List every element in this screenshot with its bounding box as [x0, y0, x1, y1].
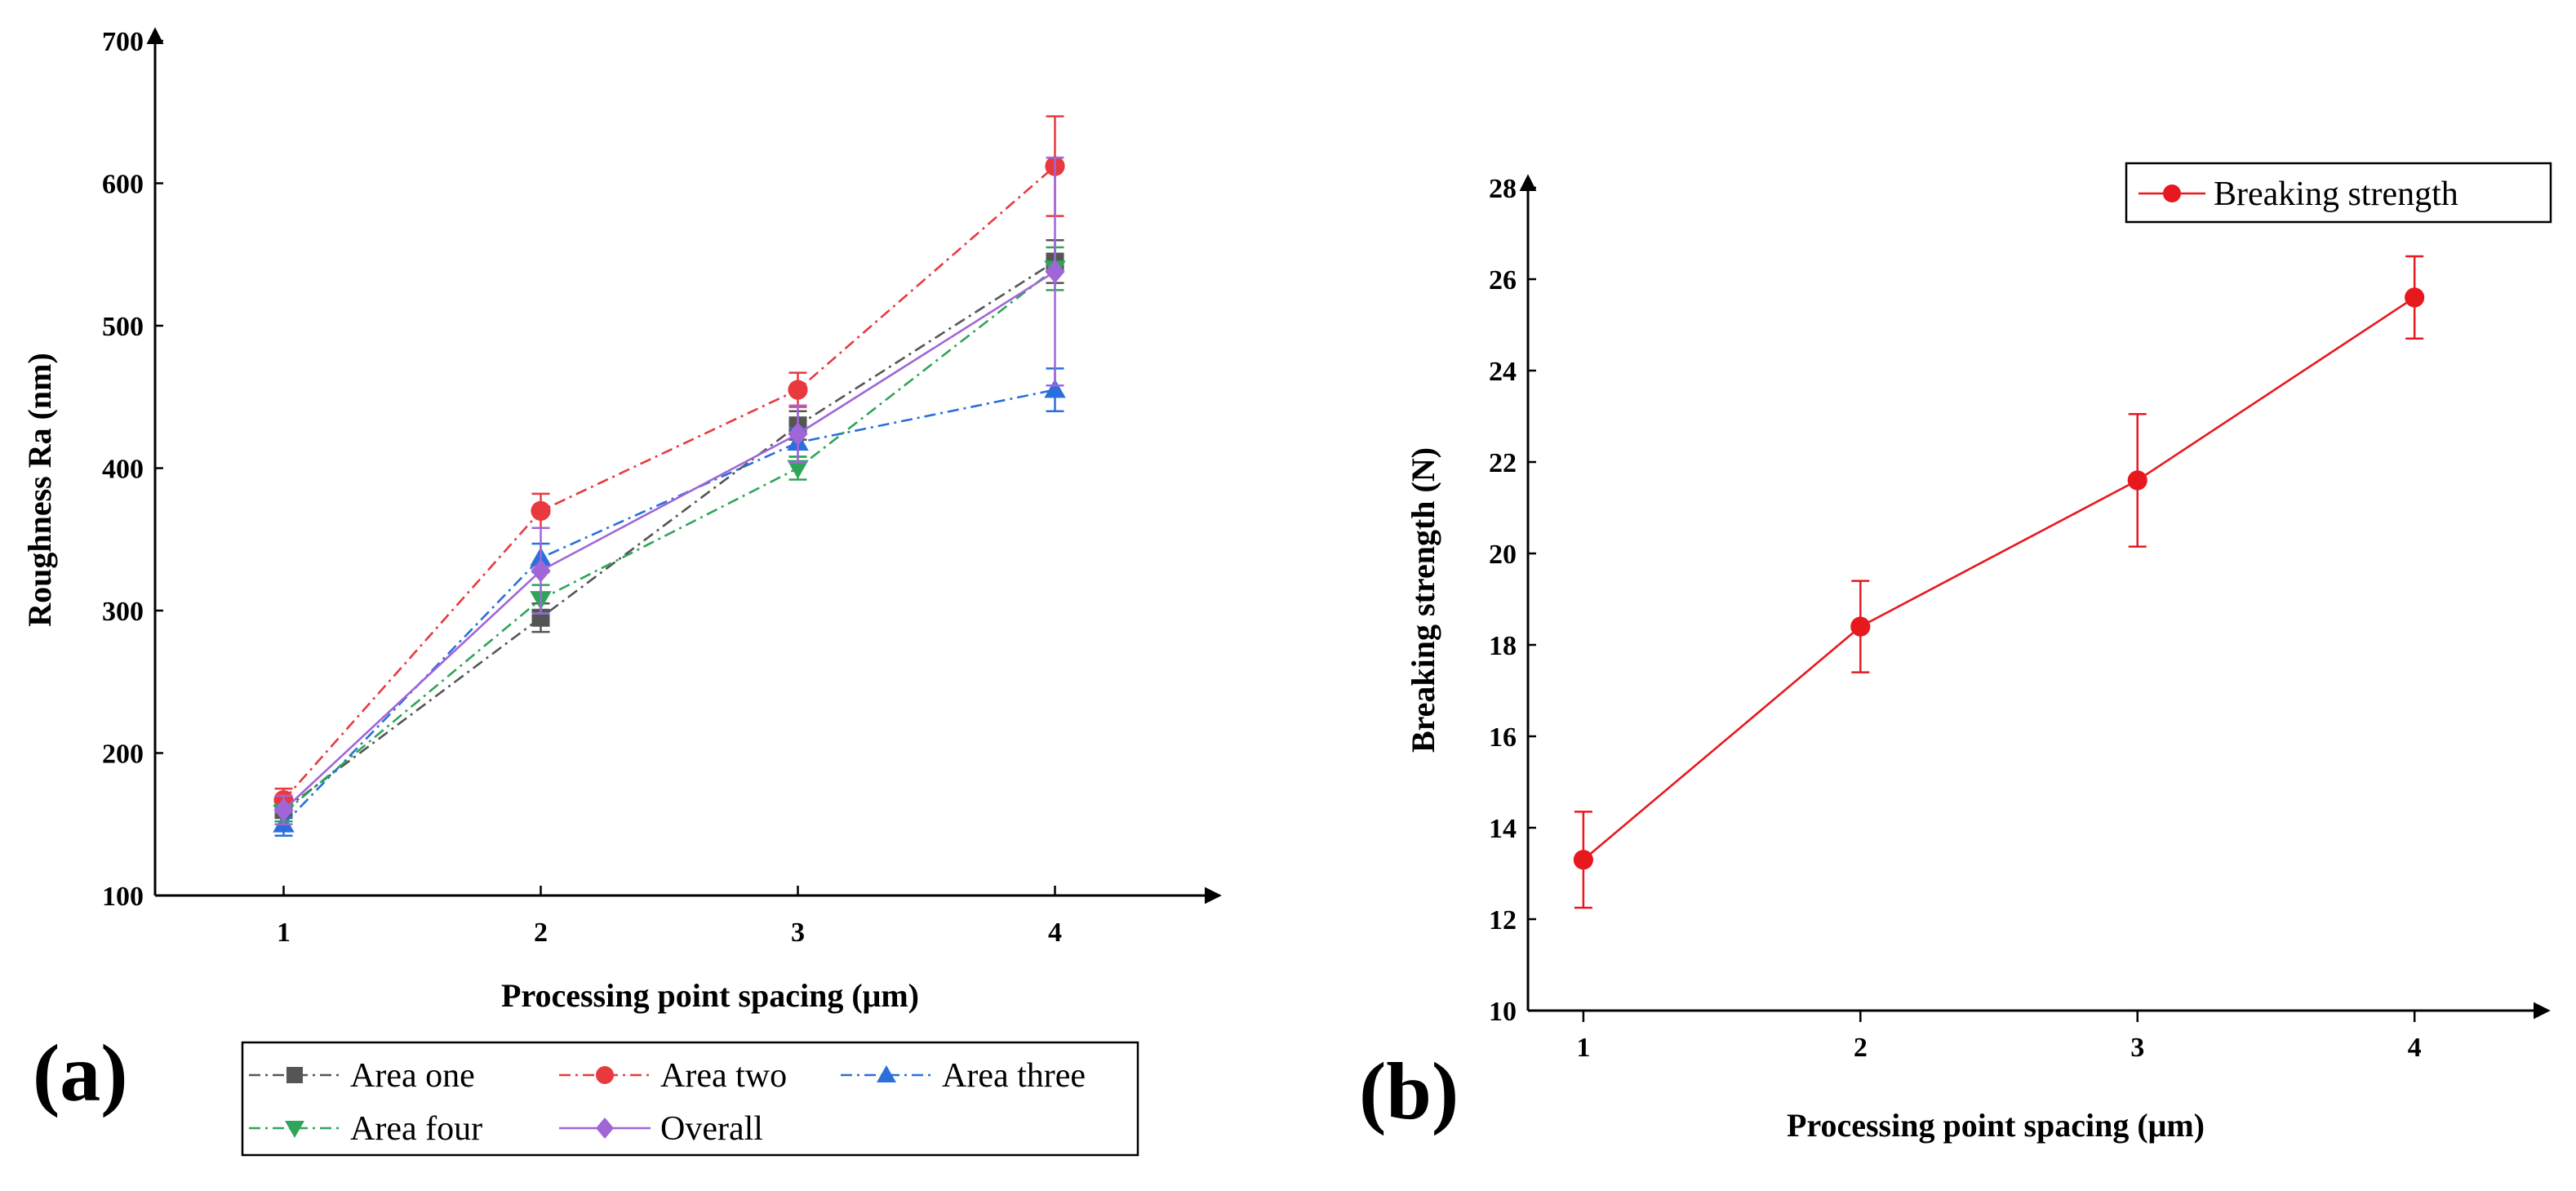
chart-b-y-tick-label: 16 — [1489, 722, 1517, 753]
legend-label: Area three — [942, 1057, 1086, 1095]
chart-b-data-point — [2405, 287, 2425, 308]
chart-a-y-tick-label: 300 — [102, 597, 144, 627]
chart-a-series-line — [282, 165, 1056, 801]
chart-b-data-point — [1573, 850, 1593, 870]
chart-a-data-point — [787, 460, 809, 479]
legend-label: Area four — [350, 1110, 482, 1148]
chart-a-y-tick-label: 600 — [102, 170, 144, 200]
chart-a-x-axis-title: Processing point spacing (μm) — [501, 977, 919, 1014]
legend-entry: Breaking strength — [2139, 176, 2458, 213]
chart-a-series-4 — [273, 156, 1065, 825]
legend-marker — [877, 1065, 896, 1082]
legend-entry: Overall — [559, 1110, 763, 1148]
chart-a-series-line — [282, 270, 1056, 811]
chart-a: 100 200 300 400 500 600 700 1 2 3 4 Processing poi… — [21, 27, 1222, 1157]
chart-a-x-tick-label: 4 — [1048, 918, 1062, 948]
chart-b-y-tick-label: 28 — [1489, 174, 1517, 204]
chart-a-data-point — [788, 422, 808, 446]
legend-entry: Area one — [249, 1057, 475, 1095]
chart-a-y-tick-label: 400 — [102, 455, 144, 485]
chart-b-series-line — [1583, 296, 2415, 861]
panel-label-b: (b) — [1359, 1046, 1459, 1136]
chart-b-x-tick-label: 1 — [1576, 1033, 1590, 1063]
chart-b-x-tick-label: 2 — [1854, 1033, 1868, 1063]
chart-a-y-tick-label: 100 — [102, 882, 144, 912]
chart-a-series-2 — [273, 367, 1066, 837]
chart-a-series-1 — [273, 115, 1065, 813]
legend-label: Overall — [660, 1110, 763, 1148]
chart-a-data-point — [273, 798, 294, 822]
chart-a-data-point — [1045, 260, 1065, 283]
chart-b-x-axis-title: Processing point spacing (μm) — [1787, 1107, 2205, 1144]
chart-a-x-tick-label: 3 — [791, 918, 805, 948]
panel-label-a: (a) — [33, 1028, 128, 1118]
legend-entry: Area two — [559, 1057, 787, 1095]
chart-b-y-axis-title: Breaking strength (N) — [1405, 447, 1441, 753]
chart-a-series-line — [282, 389, 1055, 825]
chart-a-y-tick-label: 500 — [102, 312, 144, 342]
chart-a-series-line — [282, 268, 1056, 814]
chart-a-series-3 — [273, 246, 1066, 824]
legend-label: Breaking strength — [2214, 176, 2458, 213]
legend-marker — [596, 1118, 614, 1139]
chart-a-y-axis-title: Roughness Ra (nm) — [21, 353, 58, 627]
chart-a-series-line — [282, 260, 1056, 811]
legend-label: Area one — [350, 1057, 475, 1095]
chart-b-y-tick-label: 12 — [1489, 905, 1517, 935]
chart-b-y-tick-label: 24 — [1489, 357, 1517, 387]
chart-a-data-point — [788, 380, 808, 400]
chart-b-y-tick-label: 20 — [1489, 540, 1517, 570]
chart-b-y-tick-label: 14 — [1489, 814, 1517, 844]
legend-marker — [596, 1066, 614, 1084]
chart-a-data-point — [1044, 379, 1066, 398]
chart-b-y-tick-label: 26 — [1489, 265, 1517, 296]
chart-a-x-tick-label: 2 — [534, 918, 548, 948]
legend-entry: Area four — [249, 1110, 482, 1148]
chart-a-data-point — [531, 558, 551, 583]
legend-marker — [285, 1121, 304, 1138]
chart-a-legend-box — [241, 1041, 1139, 1157]
legend-entry: Area three — [841, 1057, 1086, 1095]
chart-b-y-tick-label: 10 — [1489, 997, 1517, 1027]
chart-a-x-tick-label: 1 — [277, 918, 291, 948]
chart-a-y-tick-label: 200 — [102, 740, 144, 770]
legend-label: Area two — [660, 1057, 787, 1095]
chart-a-data-point — [531, 500, 551, 521]
legend-marker — [286, 1067, 303, 1083]
chart-b-legend: Breaking strength — [2125, 162, 2552, 224]
chart-a-series-0 — [274, 239, 1064, 823]
chart-a-legend: Area one Area two Area three Area four Overa… — [241, 1041, 1139, 1157]
chart-b-y-tick-label: 22 — [1489, 448, 1517, 478]
chart-b-series-0 — [1573, 255, 2425, 909]
legend-marker — [2163, 184, 2181, 202]
chart-a-y-tick-label: 700 — [102, 27, 144, 57]
chart-b-y-tick-label: 18 — [1489, 631, 1517, 661]
chart-b-x-tick-label: 4 — [2408, 1033, 2422, 1063]
chart-b-x-tick-label: 3 — [2130, 1033, 2144, 1063]
chart-b-data-point — [2127, 470, 2147, 491]
chart-b-data-point — [1850, 616, 1871, 637]
